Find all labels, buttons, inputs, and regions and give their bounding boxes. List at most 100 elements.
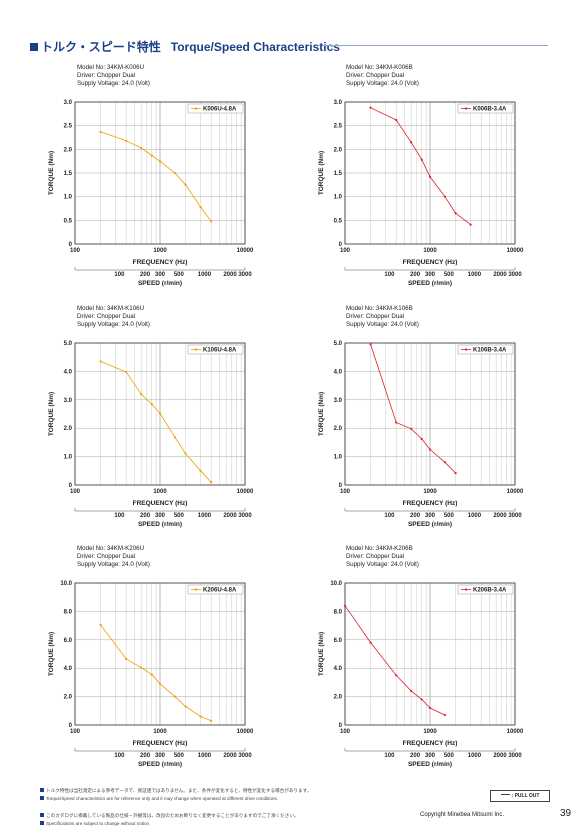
plot-frame: [344, 582, 516, 726]
bullet-square-icon: [40, 788, 44, 792]
driver-label: Driver: Chopper Dual: [77, 313, 136, 321]
data-point: [158, 160, 162, 163]
voltage-label: Supply Voltage: 24.0 (Volt): [346, 561, 419, 569]
data-point: [99, 130, 102, 133]
data-point: [125, 139, 128, 142]
footer-note-1-text: トルク特性は当社測定による参考データで、保証値ではありません。また、条件が変化す…: [46, 788, 312, 793]
legend-box: [457, 584, 514, 595]
speed-tick-label: 100: [384, 753, 395, 759]
data-point: [369, 641, 372, 644]
legend-marker: [464, 588, 468, 591]
chart-meta-5: Model No: 34KM-K206U Driver: Chopper Dua…: [77, 545, 150, 570]
y-tick-label: 5.0: [64, 341, 73, 347]
speed-tick-label: 1000: [198, 272, 212, 278]
speed-tick-label: 1000: [198, 513, 212, 519]
x-tick-label: 1000: [153, 248, 167, 254]
data-point: [158, 682, 162, 685]
legend-label: K106B-3.4A: [473, 348, 507, 354]
data-point: [410, 689, 413, 693]
data-point: [420, 158, 423, 161]
y-tick-label: 4.0: [334, 666, 343, 672]
data-point: [210, 481, 213, 484]
speed-tick-label: 500: [444, 272, 455, 278]
data-point: [150, 673, 153, 676]
driver-label: Driver: Chopper Dual: [77, 72, 136, 80]
chart-6: 0 2.0 4.0 6.0 8.0 10.0 100 1000 10000 FREQUENCY (…: [318, 581, 524, 768]
data-point: [140, 146, 143, 150]
model-label: Model No: 34KM-K106B: [346, 305, 413, 312]
speed-tick-label: 200: [140, 272, 151, 278]
y-tick-label: 1.5: [334, 171, 343, 177]
speed-tick-label: 500: [444, 753, 455, 759]
x-tick-label: 100: [340, 489, 351, 495]
x-tick-label: 10000: [507, 489, 524, 495]
legend-label: K106U-4.8A: [203, 348, 237, 354]
x-tick-label: 1000: [423, 489, 437, 495]
speed-tick-label: 100: [114, 272, 125, 278]
data-point: [150, 154, 153, 157]
y-tick-label: 0.5: [334, 218, 343, 224]
title-square-icon: [30, 43, 38, 51]
y-tick-label: 6.0: [334, 638, 343, 644]
speed-tick-label: 2000: [493, 753, 507, 759]
speed-tick-label: 300: [425, 753, 436, 759]
y-tick-label: 5.0: [334, 341, 343, 347]
speed-tick-label: 500: [174, 513, 185, 519]
footer-note-3: このカタログに掲載している製品の仕様・外観等は、改良のためお断りなく変更すること…: [40, 813, 299, 819]
x-axis-label: FREQUENCY (Hz): [403, 259, 458, 266]
data-point: [395, 421, 398, 424]
legend-marker: [464, 348, 468, 351]
y-tick-label: 0: [69, 723, 73, 729]
header-rule: [322, 45, 548, 46]
speed-tick-label: 2000: [493, 513, 507, 519]
model-label: Model No: 34KM-K006U: [77, 64, 145, 71]
data-point: [150, 402, 153, 406]
page-number: 39: [560, 808, 572, 819]
legend-box: [457, 344, 514, 355]
model-label: Model No: 34KM-K006B: [346, 64, 413, 71]
y-tick-label: 2.0: [64, 426, 73, 432]
speed-tick-label: 3000: [238, 513, 252, 519]
y-tick-label: 1.0: [334, 455, 343, 461]
speed-tick-label: 3000: [508, 513, 522, 519]
legend-label: K006B-3.4A: [473, 107, 507, 113]
x-tick-label: 10000: [507, 248, 524, 254]
footer-note-1: トルク特性は当社測定による参考データで、保証値ではありません。また、条件が変化す…: [40, 788, 311, 794]
data-point: [454, 212, 457, 215]
x-tick-label: 100: [70, 729, 81, 735]
model-label: Model No: 34KM-K206B: [346, 545, 413, 552]
speed-tick-label: 500: [444, 513, 455, 519]
data-point: [369, 106, 372, 109]
x-tick-label: 1000: [423, 248, 437, 254]
speed-tick-label: 200: [140, 513, 151, 519]
y-tick-label: 1.0: [64, 455, 73, 461]
y-tick-label: 3.0: [64, 100, 73, 106]
y-tick-label: 1.0: [64, 195, 73, 201]
chart-3: 0 1.0 2.0 3.0 4.0 5.0 100 1000 10000 FREQUENCY (H…: [48, 341, 254, 528]
model-label: Model No: 34KM-K206U: [77, 545, 145, 552]
bullet-square-icon: [40, 821, 44, 825]
speed-axis-label: SPEED (r/min): [408, 280, 452, 287]
chart-meta-3: Model No: 34KM-K106U Driver: Chopper Dua…: [77, 305, 150, 330]
speed-tick-label: 100: [114, 513, 125, 519]
speed-axis-label: SPEED (r/min): [138, 521, 182, 528]
legend-label: K206B-3.4A: [473, 588, 507, 594]
x-axis-label: FREQUENCY (Hz): [133, 500, 188, 507]
section-title: トルク・スピード特性 Torque/Speed Characteristics: [30, 38, 340, 55]
series-line: [370, 107, 471, 225]
speed-tick-label: 1000: [468, 272, 482, 278]
data-point: [210, 220, 213, 223]
data-point: [158, 412, 162, 415]
y-axis-label: TORQUE (Nm): [48, 632, 55, 676]
data-point: [369, 343, 372, 346]
y-axis-label: TORQUE (Nm): [318, 392, 325, 436]
speed-tick-label: 2000: [493, 272, 507, 278]
y-tick-label: 1.0: [334, 195, 343, 201]
speed-tick-label: 2000: [223, 753, 237, 759]
y-axis-label: TORQUE (Nm): [318, 151, 325, 195]
speed-tick-label: 1000: [198, 753, 212, 759]
voltage-label: Supply Voltage: 24.0 (Volt): [77, 80, 150, 88]
speed-tick-label: 100: [384, 513, 395, 519]
x-axis-label: FREQUENCY (Hz): [403, 500, 458, 507]
y-tick-label: 8.0: [334, 609, 343, 615]
